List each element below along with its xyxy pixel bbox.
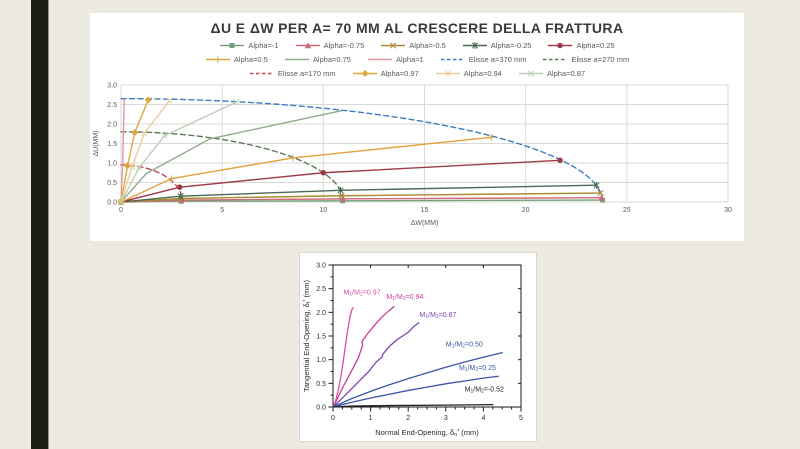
legend-row: Alpha=0.5 Alpha=0.75 Alpha=1 Elisse a=370 m…	[205, 52, 629, 66]
legend-item: Elisse a=370 mm	[440, 54, 527, 64]
svg-text:1.0: 1.0	[107, 161, 117, 168]
legend-item: Alpha=0.75	[284, 55, 351, 64]
svg-text:10: 10	[319, 207, 327, 214]
bottom-chart-panel: 0 1 2 3 4 5 0.0 0.5 1.0 1.5 2.0 2.5 3.0 Normal End-Op…	[299, 252, 537, 442]
legend-item: Elisse a=170 mm	[249, 69, 336, 78]
legend-label: Alpha=-0.75	[323, 40, 365, 50]
legend-swatch	[462, 41, 487, 49]
legend-swatch	[435, 69, 460, 77]
svg-text:0.5: 0.5	[107, 180, 117, 187]
svg-text:3.0: 3.0	[316, 263, 326, 270]
svg-text:20: 20	[522, 207, 530, 214]
legend-item: Alpha=-0.75	[295, 40, 365, 50]
legend-label: Alpha=0.94	[463, 68, 502, 78]
chart-legend: Alpha=-1 Alpha=-0.75 Alpha=-0.5 Alpha=-0.25…	[90, 38, 744, 80]
svg-text:2.0: 2.0	[107, 122, 117, 129]
bottom-chart-svg: 0 1 2 3 4 5 0.0 0.5 1.0 1.5 2.0 2.5 3.0 Normal End-Op…	[302, 263, 523, 439]
svg-text:30: 30	[724, 207, 732, 214]
legend-label: Alpha=0.87	[546, 68, 586, 78]
legend-swatch	[548, 42, 573, 48]
svg-text:2: 2	[406, 415, 410, 422]
legend-item: Alpha=0.94	[435, 69, 502, 78]
legend-item: Alpha=1	[367, 55, 424, 64]
svg-text:25: 25	[623, 207, 631, 214]
legend-label: Alpha=0.97	[380, 68, 419, 78]
legend-swatch	[205, 55, 230, 63]
legend-item: Alpha=0.5	[205, 55, 268, 64]
legend-item: Alpha=0.25	[547, 40, 615, 50]
top-chart-svg: 0 5 10 15 20 25 30 0.0 0.5 1.0 1.5 2.0 2.5 3.0 ΔW(MM) Δ…	[93, 83, 732, 228]
legend-swatch	[381, 41, 406, 49]
svg-text:3: 3	[444, 415, 448, 422]
svg-text:0.0: 0.0	[316, 405, 326, 412]
svg-text:1.5: 1.5	[107, 141, 117, 148]
svg-text:4: 4	[481, 415, 485, 422]
svg-text:5: 5	[519, 415, 523, 422]
legend-swatch	[249, 72, 274, 74]
svg-text:2.0: 2.0	[316, 310, 326, 317]
legend-item: Alpha=-1	[219, 40, 279, 50]
accent-bar-edge-line	[48, 0, 49, 449]
svg-text:M1/M2=0.25: M1/M2=0.25	[459, 365, 496, 373]
legend-label: Alpha=-1	[248, 40, 279, 50]
legend-label: Elisse a=270 mm	[571, 54, 630, 64]
legend-swatch	[352, 69, 377, 77]
legend-swatch	[220, 42, 245, 48]
svg-text:15: 15	[421, 207, 429, 214]
svg-text:M1/M2=0.50: M1/M2=0.50	[446, 341, 483, 349]
legend-label: Alpha=0.75	[312, 54, 351, 64]
legend-label: Alpha=-0.25	[490, 40, 532, 50]
legend-swatch	[440, 58, 465, 60]
legend-label: Alpha=0.5	[233, 54, 268, 64]
legend-label: Elisse a=370 mm	[468, 54, 527, 64]
svg-text:M1/M2=0.87: M1/M2=0.87	[419, 312, 456, 320]
svg-text:3.0: 3.0	[107, 83, 117, 90]
legend-item: Alpha=-0.5	[380, 41, 446, 50]
legend-item: Alpha=0.97	[352, 69, 419, 78]
legend-swatch	[295, 41, 320, 48]
svg-text:1: 1	[369, 415, 373, 422]
accent-bar	[31, 0, 48, 449]
svg-text:0: 0	[331, 415, 335, 422]
svg-text:M1/M2=-0.52: M1/M2=-0.52	[465, 386, 504, 394]
svg-text:Normal End-Opening, δn* (mm): Normal End-Opening, δn* (mm)	[375, 428, 479, 438]
legend-item: Elisse a=270 mm	[542, 55, 629, 64]
svg-text:ΔW(MM): ΔW(MM)	[411, 220, 439, 227]
legend-swatch	[543, 58, 568, 60]
legend-label: Alpha=0.25	[576, 40, 615, 50]
legend-label: Alpha=1	[395, 54, 424, 64]
legend-swatch	[284, 58, 309, 60]
svg-text:M1/M2=0.97: M1/M2=0.97	[344, 289, 381, 297]
chart-title: ΔU E ΔW PER A= 70 MM AL CRESCERE DELLA F…	[210, 20, 624, 36]
legend-item: Alpha=-0.25	[462, 40, 532, 50]
svg-text:M1/M2=0.94: M1/M2=0.94	[386, 294, 423, 302]
legend-label: Elisse a=170 mm	[277, 68, 336, 78]
svg-text:0.5: 0.5	[316, 381, 326, 388]
svg-text:0: 0	[119, 207, 123, 214]
top-chart-panel: ΔU E ΔW PER A= 70 MM AL CRESCERE DELLA F…	[90, 13, 744, 241]
legend-label: Alpha=-0.5	[409, 40, 446, 50]
legend-swatch	[367, 58, 392, 60]
svg-text:5: 5	[220, 207, 224, 214]
svg-text:ΔU(MM): ΔU(MM)	[93, 130, 100, 156]
legend-item: Alpha=0.87	[518, 69, 585, 78]
svg-text:2.5: 2.5	[107, 102, 117, 109]
svg-text:2.5: 2.5	[316, 286, 326, 293]
legend-row: Elisse a=170 mm Alpha=0.97 Alpha=0.94 Alpha…	[249, 66, 585, 80]
legend-row: Alpha=-1 Alpha=-0.75 Alpha=-0.5 Alpha=-0.25…	[219, 38, 615, 52]
svg-text:Tangential End-Opening, δt* (m: Tangential End-Opening, δt* (mm)	[302, 279, 312, 392]
svg-text:1.0: 1.0	[316, 357, 326, 364]
svg-text:0.0: 0.0	[107, 200, 117, 207]
svg-text:1.5: 1.5	[316, 334, 326, 341]
legend-swatch	[518, 69, 543, 77]
